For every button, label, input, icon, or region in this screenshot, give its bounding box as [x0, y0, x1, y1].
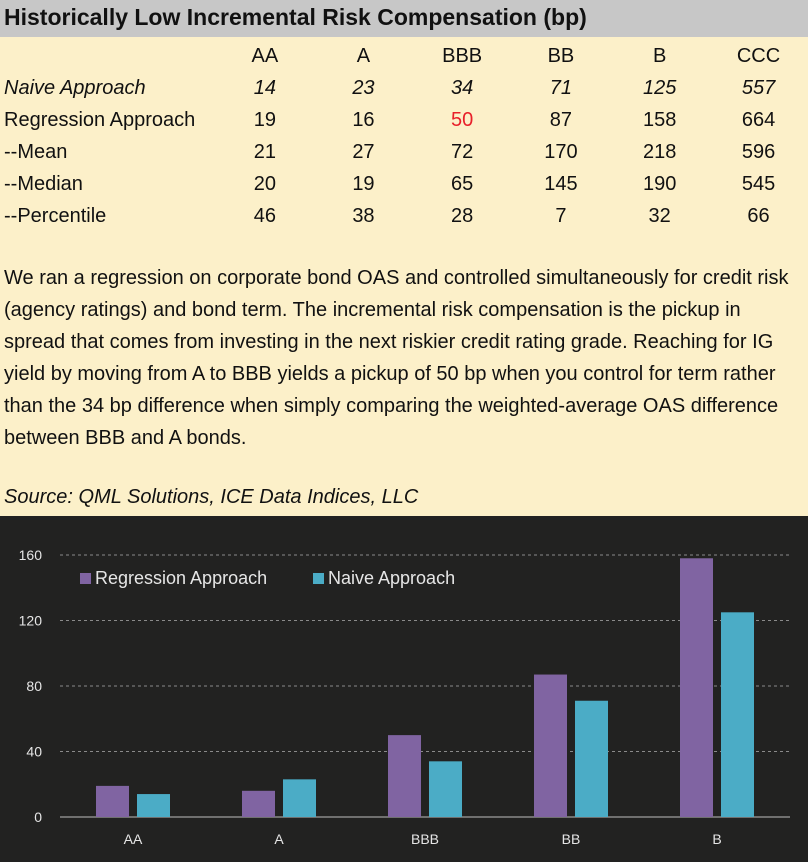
table-cell: 20 — [253, 172, 277, 195]
table-corner — [0, 40, 216, 72]
risk-compensation-table: AA A BBB BB B CCC Naive Approach 14 23 3… — [0, 40, 808, 232]
naive-bar — [721, 612, 754, 817]
x-tick-label: BB — [562, 831, 581, 847]
table-cell: 158 — [642, 108, 677, 131]
row-label: --Percentile — [4, 204, 107, 227]
table-cell: 71 — [549, 76, 573, 99]
summary-panel: Historically Low Incremental Risk Compen… — [0, 0, 808, 516]
chart-panel: 0 40 80 120 160 AA A BBB BB B Regression Approach… — [0, 516, 808, 862]
table-cell: 34 — [451, 76, 474, 99]
page-title: Historically Low Incremental Risk Compen… — [4, 4, 587, 30]
highlighted-cell: 50 — [451, 108, 474, 131]
legend-swatch-regression — [80, 573, 91, 584]
table-cell: 218 — [642, 140, 677, 163]
table-cell: 125 — [642, 76, 677, 99]
legend-label-naive: Naive Approach — [328, 568, 455, 588]
row-label: Naive Approach — [4, 76, 146, 99]
table-cell: 596 — [741, 140, 776, 163]
title-bar: Historically Low Incremental Risk Compen… — [0, 0, 808, 37]
column-header: BBB — [442, 44, 483, 67]
table-cell: 28 — [451, 204, 474, 227]
source-note: Source: QML Solutions, ICE Data Indices,… — [4, 486, 419, 508]
regression-bar — [680, 558, 713, 817]
column-header: AA — [251, 44, 279, 67]
column-header: BB — [547, 44, 575, 67]
table-cell: 46 — [253, 204, 277, 227]
table-row: Naive Approach 14 23 34 71 125 557 — [0, 72, 808, 104]
x-tick-label: AA — [124, 831, 143, 847]
table-cell: 27 — [352, 140, 375, 163]
table-cell: 23 — [352, 76, 375, 99]
naive-bar — [137, 794, 170, 817]
y-tick-label: 120 — [19, 613, 43, 629]
row-label: --Mean — [4, 140, 68, 163]
table-cell: 72 — [451, 140, 474, 163]
table-row: --Mean 21 27 72 170 218 596 — [0, 136, 808, 168]
table-cell: 7 — [555, 204, 567, 227]
naive-bar — [283, 779, 316, 817]
table-cell: 87 — [549, 108, 573, 131]
table-cell: 38 — [352, 204, 375, 227]
table-cell: 16 — [352, 108, 375, 131]
x-tick-label: A — [274, 831, 284, 847]
regression-bar — [96, 785, 129, 817]
column-header: A — [356, 44, 371, 67]
table-cell: 557 — [741, 76, 776, 99]
table-cell: 21 — [253, 140, 277, 163]
table-cell: 65 — [451, 172, 474, 195]
table-cell: 32 — [648, 204, 671, 227]
column-header: B — [652, 44, 667, 67]
y-tick-label: 0 — [34, 809, 42, 825]
regression-bar — [388, 735, 421, 817]
x-tick-label: B — [712, 831, 721, 847]
legend-swatch-naive — [313, 573, 324, 584]
table-cell: 19 — [352, 172, 375, 195]
table-cell: 145 — [544, 172, 578, 195]
table-cell: 545 — [741, 172, 776, 195]
naive-bar — [575, 700, 608, 817]
explanation-paragraph: We ran a regression on corporate bond OA… — [4, 267, 789, 449]
table-cell: 190 — [642, 172, 677, 195]
table-cell: 170 — [544, 140, 578, 163]
table-cell: 66 — [747, 204, 770, 227]
table-header-row: AA A BBB BB B CCC — [0, 40, 808, 72]
legend-label-regression: Regression Approach — [95, 568, 267, 588]
table-row: --Median 20 19 65 145 190 545 — [0, 168, 808, 200]
y-tick-label: 80 — [26, 678, 42, 694]
table-cell: 664 — [741, 108, 776, 131]
table-cell: 19 — [253, 108, 277, 131]
row-label: --Median — [4, 172, 83, 195]
table-cell: 14 — [253, 76, 277, 99]
y-tick-label: 160 — [19, 547, 43, 563]
column-header: CCC — [736, 44, 781, 67]
row-label: Regression Approach — [4, 108, 196, 131]
y-tick-label: 40 — [26, 744, 42, 760]
regression-bar — [534, 674, 567, 817]
table-row: --Percentile 46 38 28 7 32 66 — [0, 200, 808, 232]
regression-bar — [242, 790, 275, 817]
table-row: Regression Approach 19 16 50 87 158 664 — [0, 104, 808, 136]
x-tick-label: BBB — [411, 831, 439, 847]
naive-bar — [429, 761, 462, 817]
